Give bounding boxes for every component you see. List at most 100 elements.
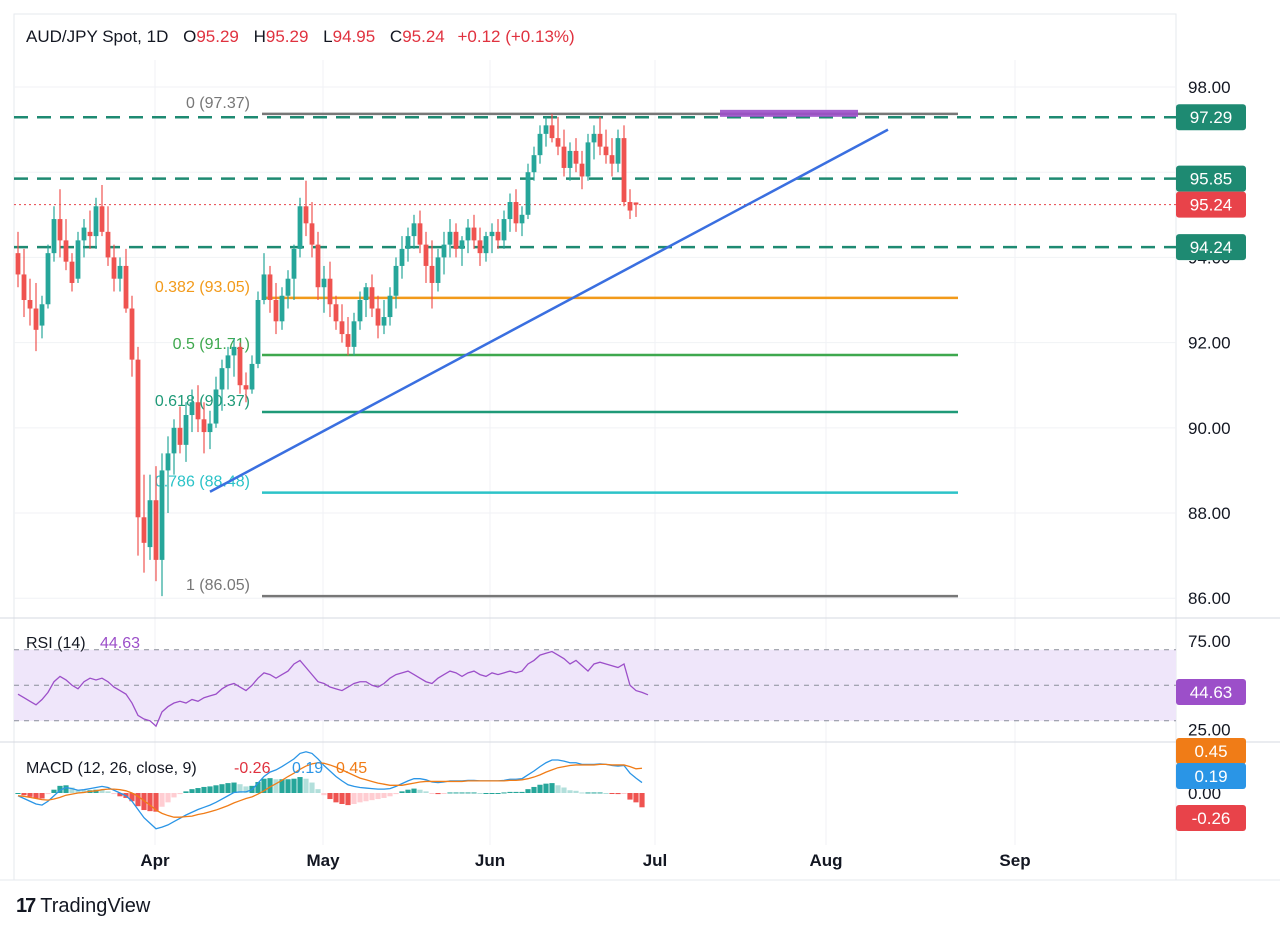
macd-histogram-bar — [15, 793, 21, 794]
candle-body — [519, 214, 525, 224]
candle-body — [327, 278, 333, 305]
macd-histogram-bar — [381, 793, 387, 798]
candle-body — [249, 363, 255, 390]
macd-histogram-bar — [21, 793, 27, 796]
rsi-pane: RSI (14) 44.63 — [14, 635, 1176, 728]
macd-histogram-bar — [51, 789, 57, 793]
tradingview-logo[interactable]: 17 TradingView — [16, 895, 150, 918]
macd-histogram-bar — [591, 792, 597, 794]
macd-histogram-bar — [75, 790, 81, 793]
macd-histogram-bar — [561, 787, 567, 793]
candle-body — [171, 427, 177, 454]
macd-histogram-bar — [105, 791, 111, 793]
candle-body — [513, 202, 519, 224]
rsi-tag: 44.63 — [1190, 683, 1233, 702]
macd-histogram-bar — [45, 793, 51, 795]
macd-title: MACD (12, 26, close, 9) — [26, 760, 197, 777]
candle-body — [339, 321, 345, 335]
macd-histogram-bar — [471, 792, 477, 794]
macd-histogram-bar — [339, 793, 345, 804]
candle-body — [45, 253, 51, 305]
macd-histogram-bar — [513, 791, 519, 793]
macd-histogram-bar — [429, 793, 435, 794]
signal-tag: 0.45 — [1194, 742, 1227, 761]
candle-body — [33, 308, 39, 330]
macd-histogram-bar — [399, 791, 405, 793]
macd-histogram-bar — [615, 793, 621, 795]
candle-body — [345, 334, 351, 347]
candle-body — [411, 223, 417, 237]
macd-histogram-bar — [501, 792, 507, 794]
candle-body — [441, 244, 447, 258]
candle-body — [591, 133, 597, 143]
candle-body — [51, 219, 57, 254]
macd-histogram-bar — [27, 793, 33, 797]
candle-body — [351, 321, 357, 347]
macd-histogram-bar — [459, 792, 465, 794]
candle-body — [213, 389, 219, 424]
candle-body — [453, 231, 459, 249]
candle-body — [123, 265, 129, 309]
macd-histogram-bar — [621, 793, 627, 794]
candle-body — [333, 304, 339, 322]
candle-body — [15, 253, 21, 275]
price-axis-tick: 92.00 — [1188, 334, 1231, 353]
candle-body — [69, 261, 75, 283]
macd-histogram-bar — [171, 793, 177, 798]
macd-histogram-bar — [213, 785, 219, 793]
candle-body — [423, 244, 429, 266]
candle-body — [297, 206, 303, 249]
tradingview-logo-icon: 17 — [16, 895, 36, 917]
macd-histogram-bar — [285, 779, 291, 793]
price-tag: 97.29 — [1190, 108, 1233, 127]
macd-histogram-bar — [537, 784, 543, 793]
candle-body — [495, 231, 501, 241]
rsi-line — [17, 650, 649, 728]
candle-body — [417, 223, 423, 245]
macd-histogram-bar — [273, 779, 279, 793]
macd-histogram-bar — [567, 790, 573, 793]
close-label: C — [389, 27, 403, 46]
candle-body — [177, 427, 183, 445]
macd-histogram-bar — [531, 786, 537, 793]
candle-body — [303, 206, 309, 224]
macd-line — [17, 751, 643, 830]
macd-histogram-bar — [225, 783, 231, 793]
signal-value: 0.45 — [336, 760, 367, 777]
brand-text: TradingView — [40, 895, 151, 917]
candle-body — [435, 257, 441, 283]
candle-body — [105, 231, 111, 258]
macd-histogram-bar — [387, 793, 393, 797]
price-tag: 95.85 — [1190, 170, 1233, 189]
macd-histogram-bar — [165, 793, 171, 803]
macd-histogram-bar — [375, 793, 381, 800]
macd-histogram-bar — [483, 793, 489, 794]
candle-body — [405, 236, 411, 249]
macd-pane: MACD (12, 26, close, 9) -0.26 0.19 0.45 — [15, 751, 645, 830]
candle-body — [99, 206, 105, 232]
macd-histogram-bar — [69, 787, 75, 793]
candle-body — [39, 304, 45, 326]
macd-histogram-bar — [33, 793, 39, 799]
high-label: H — [253, 27, 266, 46]
candle-body — [387, 295, 393, 318]
candle-body — [261, 274, 267, 301]
candle-body — [447, 231, 453, 245]
macd-histogram-bar — [333, 793, 339, 803]
macd-histogram-bar — [555, 785, 561, 793]
candle-body — [207, 423, 213, 433]
price-axis-tick: 90.00 — [1188, 419, 1231, 438]
trendline — [209, 128, 889, 493]
macd-histogram-bar — [435, 793, 441, 795]
macd-histogram-bar — [99, 789, 105, 793]
axes: 98.0096.0094.0092.0090.0088.0086.0075.00… — [140, 78, 1230, 870]
candle-body — [369, 287, 375, 309]
candle-body — [483, 236, 489, 254]
macd-histogram-bar — [195, 788, 201, 793]
symbol-label: AUD/JPY Spot, 1D — [26, 27, 169, 46]
price-axis-tick: 88.00 — [1188, 504, 1231, 523]
macd-histogram-bar — [219, 784, 225, 793]
price-tags: 97.29 95.85 95.24 94.24 44.63 0.45 0.19 -0.26 — [1176, 104, 1246, 831]
macd-histogram-bar — [141, 793, 147, 811]
candle-body — [501, 219, 507, 241]
